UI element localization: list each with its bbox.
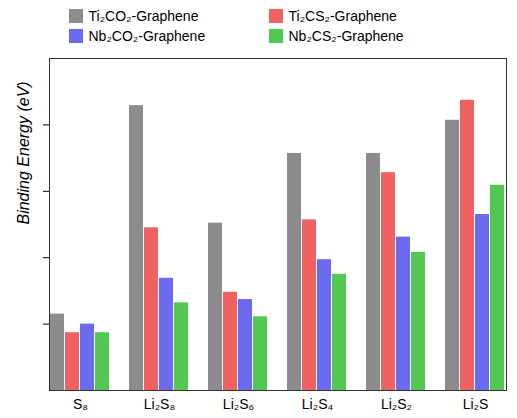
svg-text:Li₂S: Li₂S (463, 396, 489, 412)
svg-text:Li₂S₆: Li₂S₆ (223, 396, 254, 412)
html-text:Ti₂CS₂-Graphene: Ti₂CS₂-Graphene (288, 8, 397, 24)
svg-text:Li₂S₈: Li₂S₈ (144, 396, 175, 412)
html-text:Nb₂CS₂-Graphene: Nb₂CS₂-Graphene (288, 28, 404, 44)
html-text:Ti₂CO₂-Graphene: Ti₂CO₂-Graphene (88, 8, 199, 24)
svg-text:Binding Energy (eV): Binding Energy (eV) (15, 81, 32, 224)
svg-text:Li₂S₄: Li₂S₄ (302, 396, 334, 412)
html-text:Nb₂CO₂-Graphene: Nb₂CO₂-Graphene (88, 28, 206, 44)
svg-text:Li₂S₂: Li₂S₂ (381, 396, 412, 412)
svg-text:S₈: S₈ (73, 396, 88, 412)
